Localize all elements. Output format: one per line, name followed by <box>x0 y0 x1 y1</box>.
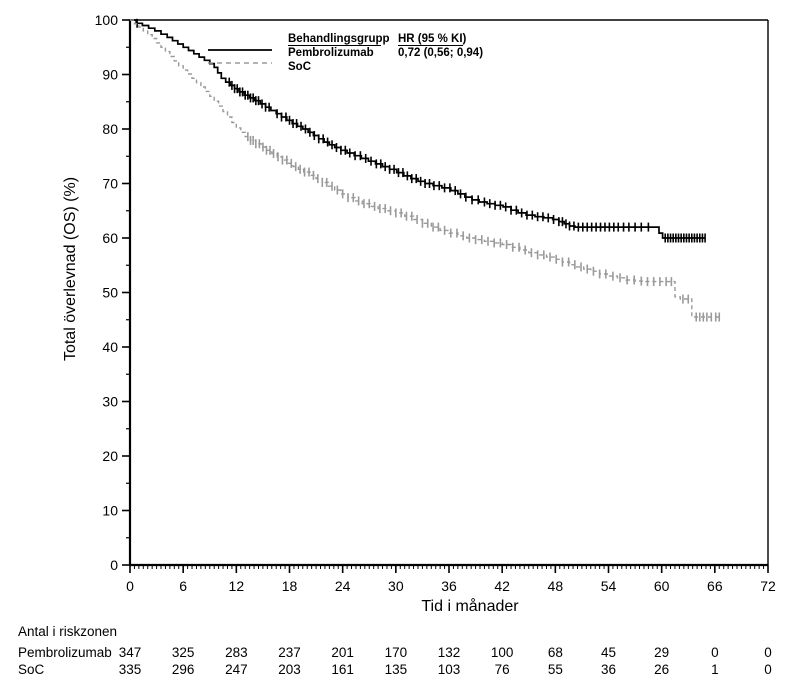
svg-text:50: 50 <box>102 285 118 301</box>
svg-text:30: 30 <box>388 578 404 594</box>
svg-text:60: 60 <box>654 578 670 594</box>
svg-text:54: 54 <box>601 578 617 594</box>
legend-label-pembrolizumab: Pembrolizumab <box>288 47 374 59</box>
legend: Behandlingsgrupp HR (95 % KI) Pembrolizu… <box>208 33 483 73</box>
svg-text:347: 347 <box>119 645 142 660</box>
svg-text:135: 135 <box>385 662 408 677</box>
risk-table: Antal i riskzonen Pembrolizumab SoC <box>18 624 117 677</box>
y-axis-title: Total överlevnad (OS) (%) <box>62 177 79 361</box>
svg-text:325: 325 <box>172 645 195 660</box>
svg-text:20: 20 <box>102 448 118 464</box>
x-axis: 0 6 12 18 24 30 36 42 48 54 60 66 72 <box>126 565 776 594</box>
svg-text:48: 48 <box>548 578 564 594</box>
svg-text:66: 66 <box>707 578 723 594</box>
svg-text:10: 10 <box>102 503 118 519</box>
svg-text:70: 70 <box>102 176 118 192</box>
legend-label-soc: SoC <box>288 61 311 73</box>
svg-text:24: 24 <box>335 578 351 594</box>
svg-text:170: 170 <box>385 645 408 660</box>
svg-text:0: 0 <box>711 645 719 660</box>
svg-text:55: 55 <box>548 662 563 677</box>
svg-text:68: 68 <box>548 645 563 660</box>
svg-text:201: 201 <box>331 645 354 660</box>
legend-header-hr: HR (95 % KI) <box>398 33 467 45</box>
svg-text:36: 36 <box>601 662 616 677</box>
svg-text:0: 0 <box>764 662 772 677</box>
svg-text:80: 80 <box>102 121 118 137</box>
svg-text:26: 26 <box>654 662 669 677</box>
pembrolizumab-censor-marks <box>136 18 706 243</box>
svg-text:296: 296 <box>172 662 195 677</box>
svg-text:60: 60 <box>102 230 118 246</box>
svg-text:6: 6 <box>179 578 187 594</box>
svg-text:161: 161 <box>331 662 354 677</box>
legend-hr-pembrolizumab: 0,72 (0,56; 0,94) <box>398 47 483 59</box>
svg-text:1: 1 <box>711 662 719 677</box>
svg-text:0: 0 <box>126 578 134 594</box>
svg-text:42: 42 <box>494 578 510 594</box>
svg-text:100: 100 <box>491 645 514 660</box>
pembrolizumab-curve <box>130 18 706 243</box>
svg-text:18: 18 <box>282 578 298 594</box>
risk-table-title: Antal i riskzonen <box>18 624 117 639</box>
svg-text:40: 40 <box>102 339 118 355</box>
svg-text:90: 90 <box>102 67 118 83</box>
svg-text:0: 0 <box>764 645 772 660</box>
legend-header-group: Behandlingsgrupp <box>288 33 390 45</box>
risk-row-label-soc: SoC <box>18 662 45 677</box>
svg-text:12: 12 <box>229 578 245 594</box>
risk-counts: 347 325 283 237 201 170 132 100 68 45 29 0 0 335 296 24… <box>119 645 772 677</box>
soc-curve <box>130 19 721 322</box>
svg-text:36: 36 <box>441 578 457 594</box>
svg-text:72: 72 <box>760 578 776 594</box>
svg-text:203: 203 <box>278 662 301 677</box>
svg-text:247: 247 <box>225 662 248 677</box>
svg-text:0: 0 <box>110 557 118 573</box>
y-axis: 0 10 20 30 40 50 60 70 80 90 100 <box>95 12 130 573</box>
plot-frame <box>128 19 769 567</box>
svg-text:30: 30 <box>102 394 118 410</box>
svg-text:45: 45 <box>601 645 616 660</box>
svg-text:283: 283 <box>225 645 248 660</box>
risk-row-label-pembrolizumab: Pembrolizumab <box>18 645 112 660</box>
svg-text:100: 100 <box>95 12 119 28</box>
svg-text:103: 103 <box>438 662 461 677</box>
svg-text:335: 335 <box>119 662 142 677</box>
svg-text:29: 29 <box>654 645 669 660</box>
soc-censor-marks <box>247 132 721 322</box>
svg-text:237: 237 <box>278 645 301 660</box>
svg-text:76: 76 <box>495 662 510 677</box>
x-axis-title: Tid i månader <box>421 597 519 615</box>
svg-text:132: 132 <box>438 645 461 660</box>
